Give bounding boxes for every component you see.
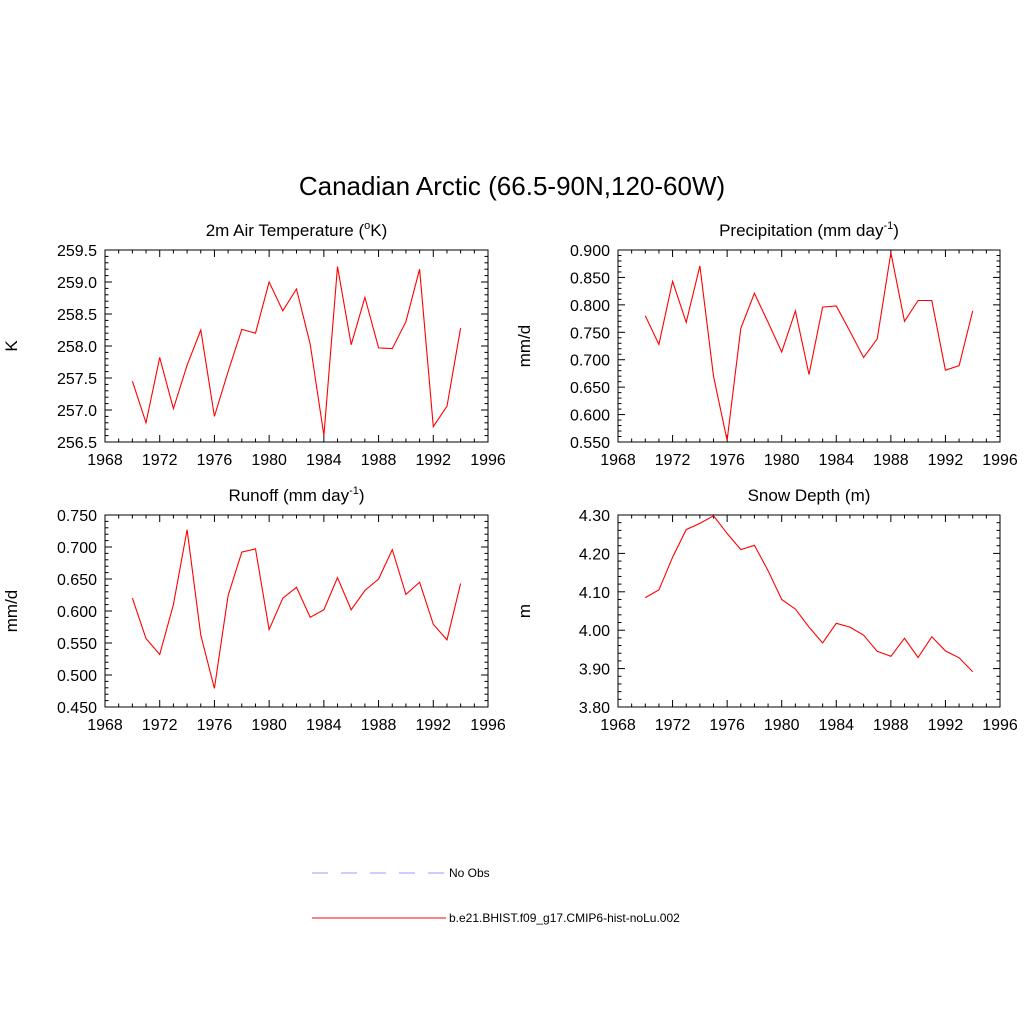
plot-frame	[617, 514, 1001, 708]
x-tick-label: 1996	[470, 717, 506, 734]
x-tick-label: 1980	[764, 717, 800, 734]
y-tick-label: 0.600	[570, 408, 610, 425]
x-tick-label: 1980	[251, 717, 287, 734]
y-tick-label: 0.900	[570, 243, 610, 260]
panel-title-main: Snow Depth (m)	[748, 486, 871, 505]
x-tick-label: 1996	[982, 717, 1018, 734]
panel-title-tail: K)	[370, 221, 387, 240]
y-tick-label: 0.700	[57, 540, 97, 557]
y-axis-label: m	[515, 604, 534, 618]
x-tick-label: 1976	[197, 717, 233, 734]
x-tick-label: 1988	[361, 717, 397, 734]
x-tick-label: 1984	[818, 717, 854, 734]
legend-label-1: No Obs	[449, 866, 490, 880]
panel-4: Snow Depth (m) m 1968 1972 1976 1980 1984 1988 1…	[515, 486, 1018, 734]
panel-title: Runoff (mm day-1)	[228, 485, 364, 505]
y-tick-label: 257.5	[57, 371, 97, 388]
legend-label-2: b.e21.BHIST.f09_g17.CMIP6-hist-noLu.002	[449, 911, 680, 925]
y-tick-label: 259.0	[57, 275, 97, 292]
y-tick-label: 257.0	[57, 403, 97, 420]
x-tick-label: 1976	[197, 452, 233, 469]
x-tick-label: 1984	[306, 717, 342, 734]
panel-title: Precipitation (mm day-1)	[719, 220, 899, 240]
y-tick-label: 0.550	[57, 636, 97, 653]
x-tick-label: 1968	[87, 717, 123, 734]
panel-title-superscript: o	[364, 220, 370, 232]
panel-title-superscript: -1	[883, 220, 893, 232]
y-tick-label: 4.10	[579, 585, 610, 602]
y-tick-label: 0.650	[57, 572, 97, 589]
y-tick-label: 258.5	[57, 307, 97, 324]
y-tick-label: 258.0	[57, 339, 97, 356]
plot-frame	[104, 249, 489, 443]
y-tick-label: 4.30	[579, 508, 610, 525]
panel-3: Runoff (mm day-1) mm/d 1968 1972 1976 1980 198…	[2, 485, 506, 734]
y-tick-label: 3.80	[579, 700, 610, 717]
panel-title-main: 2m Air Temperature (	[206, 221, 365, 240]
x-tick-label: 1996	[982, 452, 1018, 469]
panel-title-superscript: -1	[349, 485, 359, 497]
x-tick-label: 1972	[655, 717, 691, 734]
panel-2: Precipitation (mm day-1) mm/d 1968 1972 1976…	[515, 220, 1018, 469]
series-line	[645, 515, 974, 673]
panel-title-tail: )	[893, 221, 899, 240]
y-tick-label: 0.750	[57, 508, 97, 525]
x-tick-label: 1968	[600, 717, 636, 734]
legend: No Obs b.e21.BHIST.f09_g17.CMIP6-hist-noL…	[312, 866, 680, 925]
y-tick-label: 0.500	[57, 668, 97, 685]
y-tick-label: 259.5	[57, 243, 97, 260]
panel-title-tail: )	[359, 486, 365, 505]
x-tick-label: 1980	[764, 452, 800, 469]
y-tick-label: 0.450	[57, 700, 97, 717]
y-tick-label: 0.650	[570, 380, 610, 397]
y-axis-label: K	[2, 340, 21, 352]
y-axis-label: mm/d	[515, 325, 534, 368]
x-tick-label: 1992	[415, 452, 451, 469]
x-tick-label: 1992	[415, 717, 451, 734]
y-tick-label: 4.20	[579, 546, 610, 563]
panel-1: 2m Air Temperature (oK) K 1968 1972 1976 1980…	[2, 220, 506, 469]
x-tick-label: 1972	[142, 452, 178, 469]
x-tick-label: 1988	[873, 717, 909, 734]
panel-title-main: Precipitation (mm day	[719, 221, 884, 240]
x-tick-label: 1968	[600, 452, 636, 469]
x-tick-label: 1976	[709, 452, 745, 469]
x-tick-label: 1980	[251, 452, 287, 469]
y-tick-label: 4.00	[579, 623, 610, 640]
y-tick-label: 0.550	[570, 435, 610, 452]
y-tick-label: 0.800	[570, 298, 610, 315]
series-line	[644, 252, 974, 441]
x-tick-label: 1988	[361, 452, 397, 469]
series-line	[131, 266, 462, 436]
figure-title: Canadian Arctic (66.5-90N,120-60W)	[299, 171, 725, 201]
y-tick-label: 0.700	[570, 353, 610, 370]
panel-title: Snow Depth (m)	[748, 486, 871, 505]
x-tick-label: 1992	[928, 717, 964, 734]
y-tick-label: 256.5	[57, 435, 97, 452]
x-tick-label: 1996	[470, 452, 506, 469]
series-line	[131, 529, 462, 689]
x-tick-label: 1984	[306, 452, 342, 469]
y-tick-label: 0.600	[57, 604, 97, 621]
panel-title-main: Runoff (mm day	[228, 486, 349, 505]
y-tick-label: 0.750	[570, 325, 610, 342]
x-tick-label: 1984	[818, 452, 854, 469]
plot-frame	[617, 249, 1001, 443]
x-tick-label: 1976	[709, 717, 745, 734]
panels: 2m Air Temperature (oK) K 1968 1972 1976 1980…	[2, 220, 1018, 734]
panel-title: 2m Air Temperature (oK)	[206, 220, 388, 240]
x-tick-label: 1992	[928, 452, 964, 469]
x-tick-label: 1988	[873, 452, 909, 469]
x-tick-label: 1972	[655, 452, 691, 469]
y-tick-label: 3.90	[579, 662, 610, 679]
x-tick-label: 1972	[142, 717, 178, 734]
x-tick-label: 1968	[87, 452, 123, 469]
plot-frame	[104, 514, 489, 708]
y-tick-label: 0.850	[570, 270, 610, 287]
y-axis-label: mm/d	[2, 590, 21, 633]
